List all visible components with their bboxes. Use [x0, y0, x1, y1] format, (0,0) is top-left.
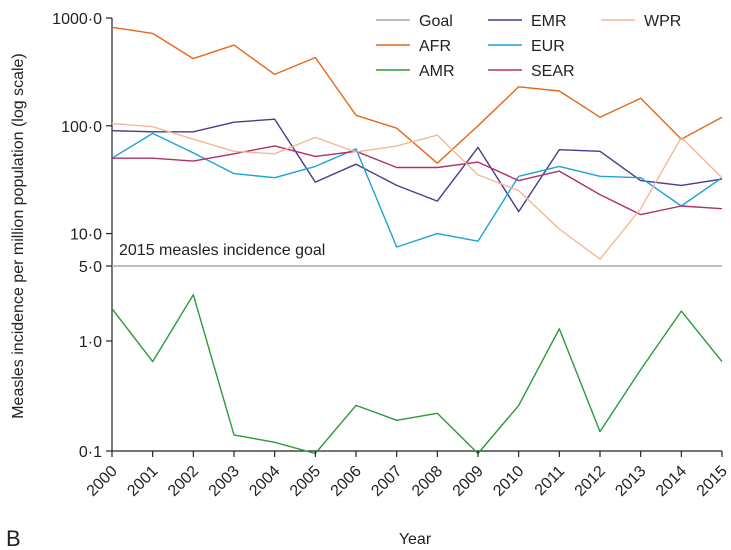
x-tick-label: 2004: [246, 463, 283, 500]
panel-label: B: [6, 526, 21, 550]
legend-label-emr: EMR: [531, 13, 567, 30]
x-tick-label: 2013: [612, 463, 649, 500]
y-tick-label: 0·1: [79, 444, 102, 461]
legend-label-eur: EUR: [531, 38, 565, 55]
legend-label-wpr: WPR: [644, 13, 681, 30]
x-tick-label: 2010: [490, 463, 527, 500]
legend-label-amr: AMR: [419, 63, 455, 80]
y-tick-label: 5·0: [79, 259, 102, 276]
x-tick-label: 2000: [84, 463, 121, 500]
x-axis-label: Year: [399, 531, 432, 548]
x-tick-label: 2001: [124, 463, 161, 500]
x-tick-label: 2014: [653, 463, 690, 500]
x-tick-label: 2006: [328, 463, 365, 500]
series-line-eur: [111, 132, 723, 248]
y-axis-label: Measles incidence per million population…: [10, 53, 27, 419]
series-lines: [111, 26, 723, 455]
plot-area: [111, 18, 722, 452]
x-tick-label: 2003: [206, 463, 243, 500]
x-tick-label: 2008: [409, 463, 446, 500]
legend: Goal AFR AMR EMR EUR SEAR WPR: [376, 13, 681, 80]
series-line-emr: [111, 118, 723, 213]
x-tick-label: 2011: [532, 463, 568, 499]
legend-label-goal: Goal: [419, 13, 453, 30]
y-tick-label: 1000·0: [52, 11, 102, 28]
series-line-afr: [111, 26, 723, 164]
x-tick-label: 2005: [287, 463, 324, 500]
x-tick-label: 2002: [165, 463, 202, 500]
y-tick-label: 10·0: [70, 227, 102, 244]
x-tick-label: 2007: [368, 463, 405, 500]
x-tick-label: 2009: [450, 463, 487, 500]
legend-label-afr: AFR: [419, 38, 451, 55]
goal-annotation: 2015 measles incidence goal: [119, 242, 325, 259]
series-line-amr: [111, 294, 723, 455]
series-line-sear: [112, 145, 723, 216]
x-tick-label: 2015: [694, 463, 731, 500]
legend-label-sear: SEAR: [531, 63, 575, 80]
y-axis-ticks: 1000·0 100·0 10·0 5·0 1·0 0·1: [52, 11, 112, 461]
series-line-wpr: [111, 122, 723, 260]
y-tick-label: 1·0: [79, 334, 102, 351]
y-tick-label: 100·0: [61, 119, 102, 136]
x-axis-ticks: 2000 2001 2002 2003 2004 2005 2006 2007 2008 2009…: [84, 451, 731, 500]
x-tick-label: 2012: [572, 463, 609, 500]
